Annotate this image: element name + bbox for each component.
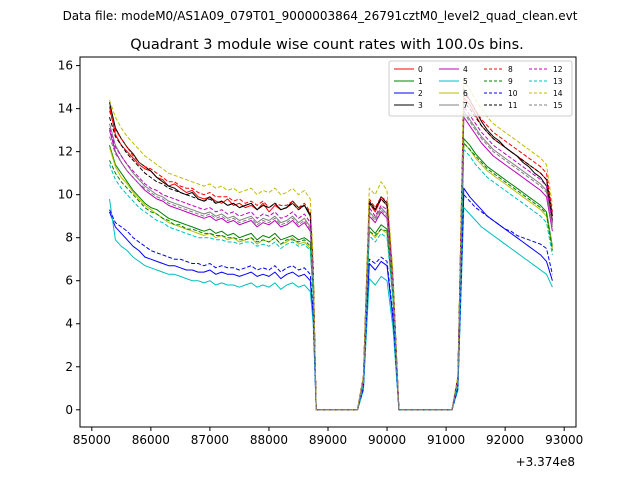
legend-label-10: 10 (508, 89, 518, 98)
x-tick-label: 85000 (73, 433, 111, 447)
x-axis-offset-label: +3.374e8 (516, 455, 575, 469)
legend-label-3: 3 (418, 101, 423, 110)
x-tick-label: 87000 (191, 433, 229, 447)
series-line-1 (109, 138, 553, 411)
x-tick-label: 92000 (486, 433, 524, 447)
legend-label-2: 2 (418, 89, 423, 98)
legend-label-12: 12 (553, 65, 563, 74)
x-tick-label: 88000 (250, 433, 288, 447)
legend-label-7: 7 (463, 101, 468, 110)
x-tick-label: 91000 (427, 433, 465, 447)
series-line-7 (109, 110, 553, 411)
y-tick-label: 8 (65, 231, 73, 245)
series-line-13 (109, 149, 553, 411)
legend-box (388, 60, 573, 117)
series-line-10 (109, 194, 553, 411)
x-tick-label: 93000 (545, 433, 583, 447)
y-tick-label: 12 (58, 145, 73, 159)
y-tick-label: 10 (58, 188, 73, 202)
series-layer (109, 80, 553, 411)
series-line-11 (109, 101, 553, 411)
x-tick-label: 86000 (132, 433, 170, 447)
legend-label-6: 6 (463, 89, 468, 98)
y-tick-label: 6 (65, 274, 73, 288)
chart-title: Quadrant 3 module wise count rates with … (130, 37, 524, 53)
series-line-15 (109, 112, 553, 411)
legend-label-14: 14 (553, 89, 563, 98)
series-line-0 (109, 97, 553, 411)
chart-suptitle: Data file: modeM0/AS1A09_079T01_90000038… (63, 9, 578, 23)
legend-label-15: 15 (553, 101, 563, 110)
legend-label-13: 13 (553, 77, 563, 86)
x-tick-label: 89000 (309, 433, 347, 447)
x-axis: 85000 86000 87000 88000 89000 90000 91000 92000… (73, 427, 583, 447)
y-tick-label: 2 (65, 360, 73, 374)
legend-label-0: 0 (418, 65, 423, 74)
y-tick-label: 14 (58, 102, 73, 116)
y-axis: 0 2 4 6 8 10 12 14 16 (58, 59, 80, 417)
series-line-12 (109, 106, 553, 411)
y-tick-label: 0 (65, 403, 73, 417)
y-tick-label: 16 (58, 59, 73, 73)
legend-label-4: 4 (463, 65, 468, 74)
legend-label-5: 5 (463, 77, 468, 86)
legend-label-9: 9 (508, 77, 513, 86)
series-line-5 (109, 198, 553, 411)
series-line-4 (109, 116, 553, 411)
legend-label-1: 1 (418, 77, 423, 86)
y-tick-label: 4 (65, 317, 73, 331)
series-line-14 (109, 80, 553, 411)
x-tick-label: 90000 (368, 433, 406, 447)
legend-label-11: 11 (508, 101, 518, 110)
legend-label-8: 8 (508, 65, 513, 74)
